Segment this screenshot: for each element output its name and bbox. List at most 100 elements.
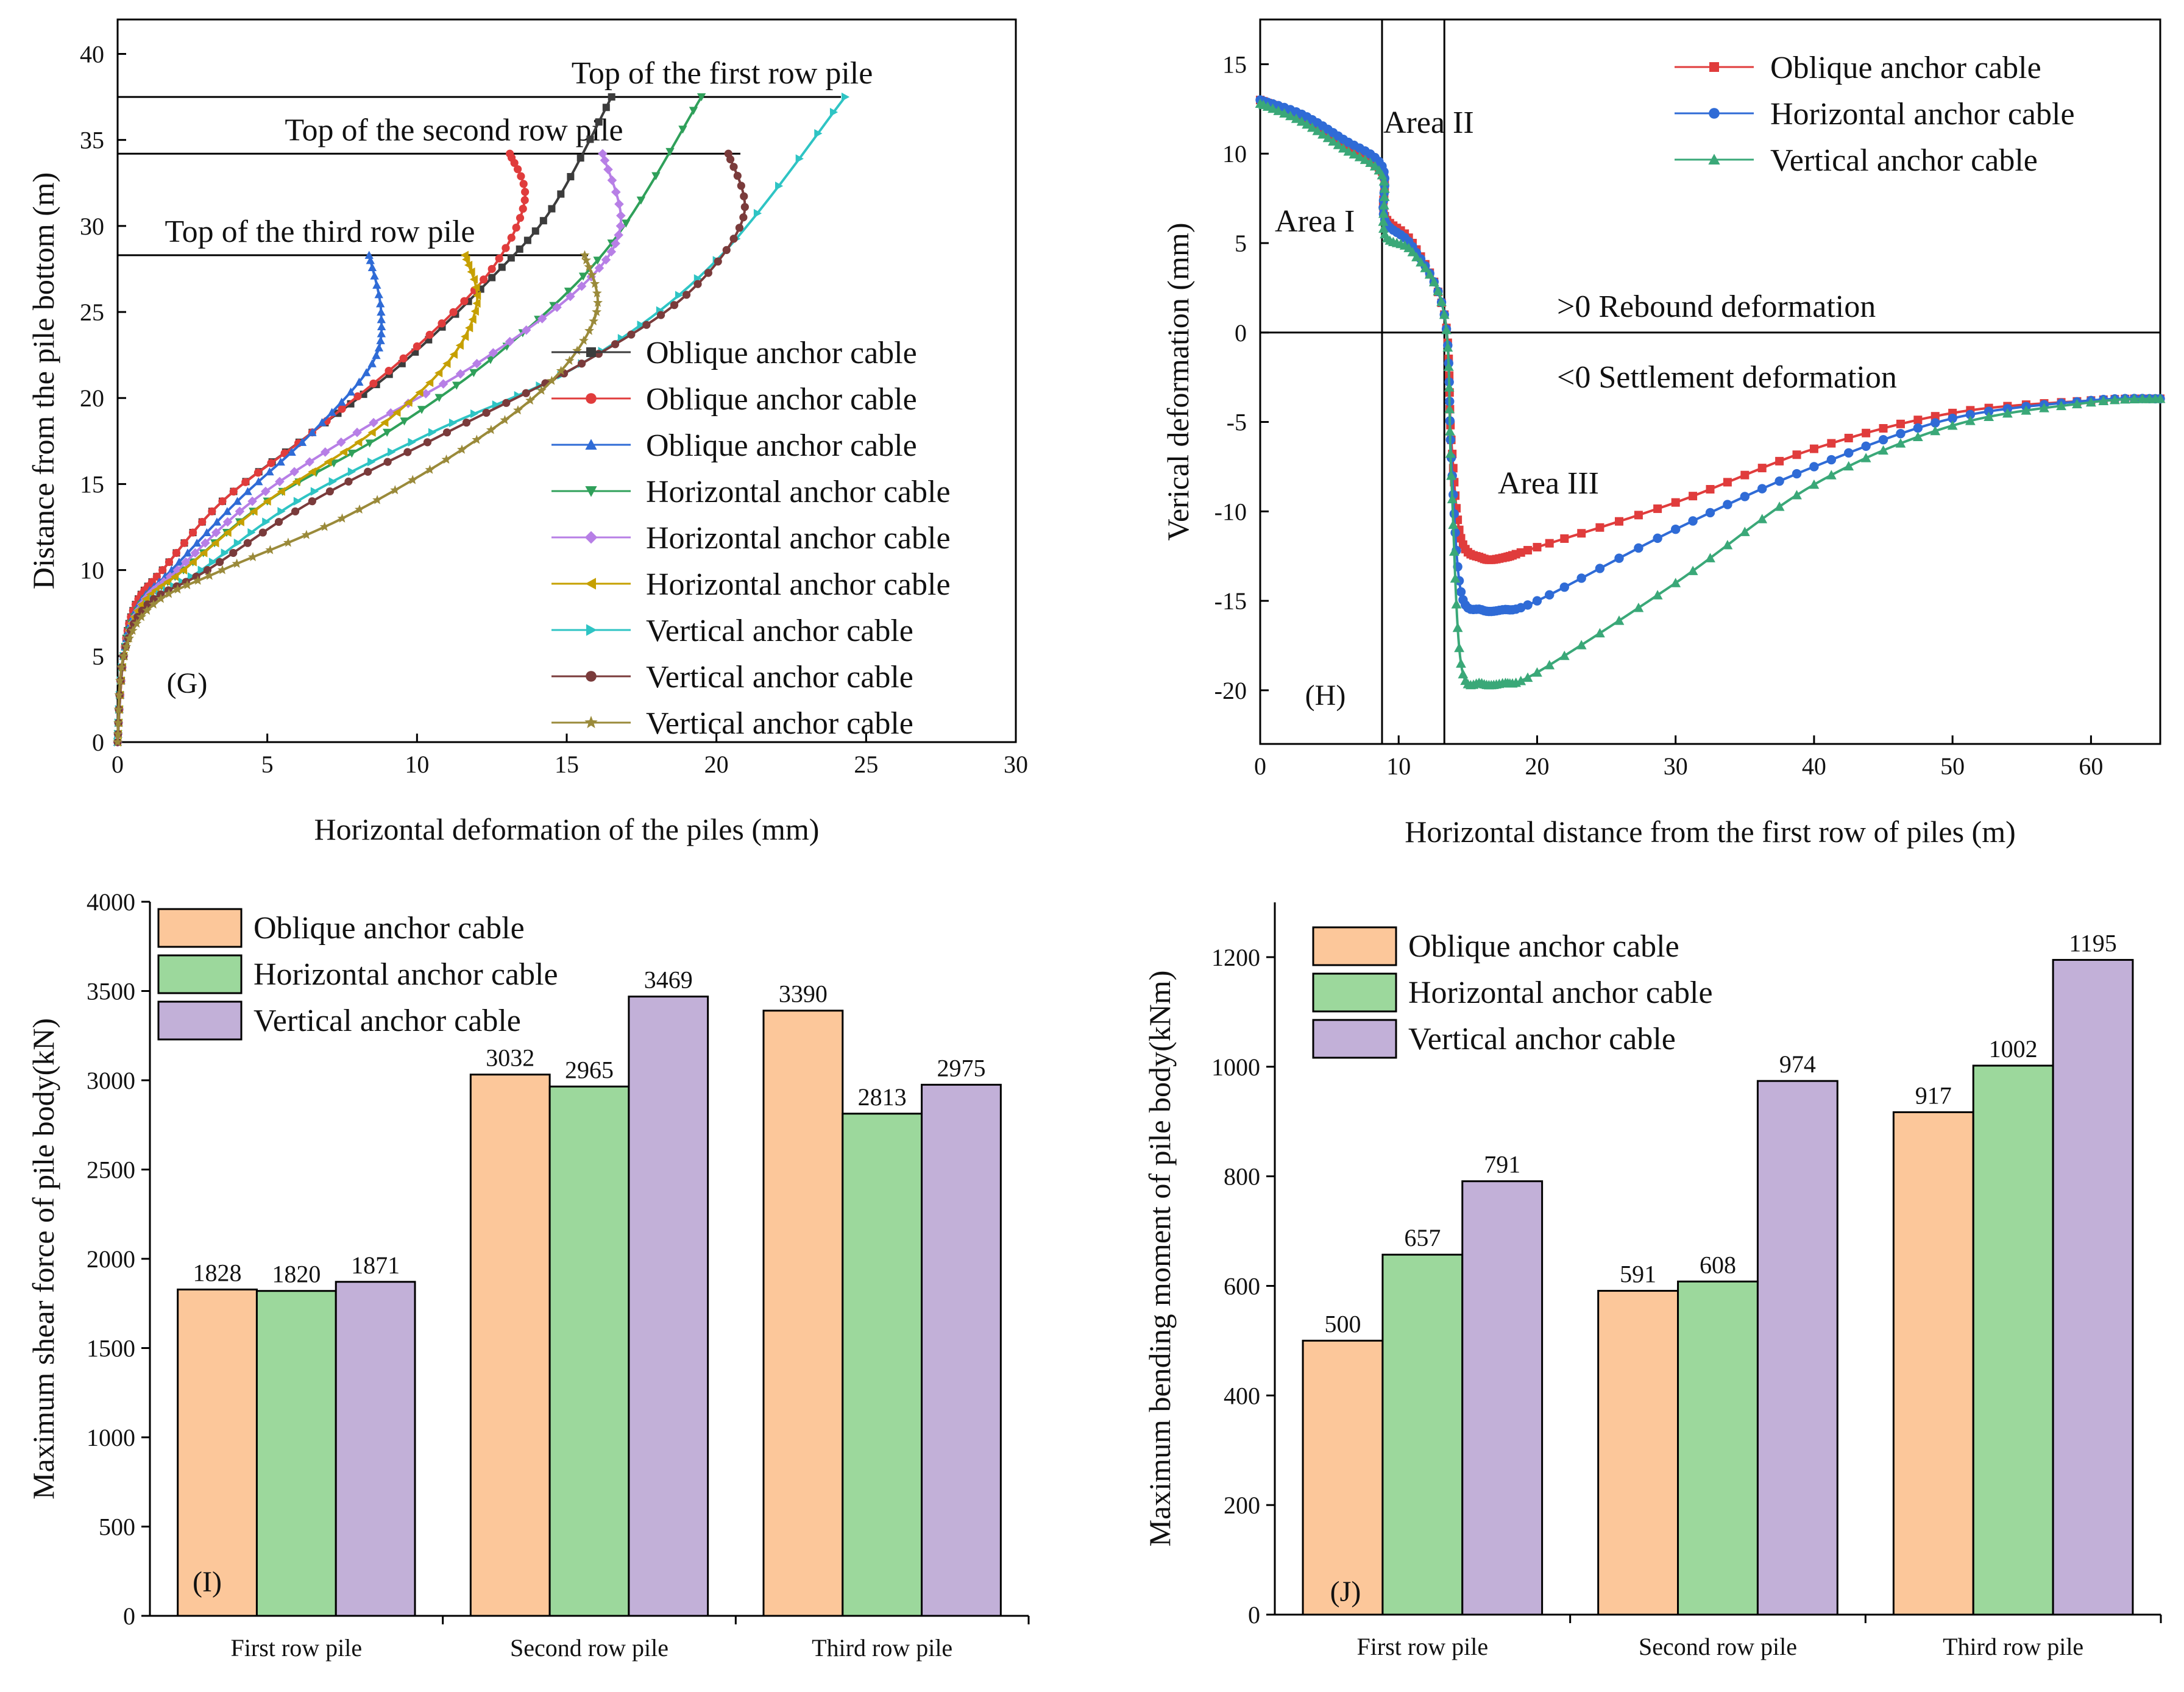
panel-g-series-point <box>428 428 437 437</box>
panel-g-series-point <box>468 315 477 324</box>
panel-i-bar-value: 1820 <box>272 1261 321 1288</box>
panel-h-series-point <box>1420 263 1431 272</box>
panel-g-series-point <box>584 261 594 271</box>
panel-g-series-point <box>204 570 214 580</box>
panel-h-series-point <box>1454 642 1464 653</box>
panel-h-series-point <box>1445 448 1456 458</box>
panel-i-ytick-label: 1500 <box>87 1335 135 1362</box>
panel-h-series-point <box>1965 416 1976 425</box>
panel-g-series-point <box>211 538 219 548</box>
panel-h-series-point <box>1653 504 1662 513</box>
panel-h-series-point <box>1706 484 1715 494</box>
panel-g-series-point <box>319 522 330 531</box>
panel-g-series-point <box>265 467 274 476</box>
panel-h-series-point <box>1291 113 1302 123</box>
panel-g-series-point <box>202 528 211 537</box>
panel-h-series-point <box>1450 528 1460 537</box>
panel-g-series-point <box>179 565 188 575</box>
panel-g-series-point <box>465 323 473 333</box>
panel-g-series-point <box>372 495 383 504</box>
panel-h-series-point <box>1273 105 1284 115</box>
panel-h-series-point <box>1343 146 1354 156</box>
panel-g-series-point <box>611 340 620 349</box>
panel-g-series-point <box>448 418 458 428</box>
panel-g-series-point <box>308 428 317 436</box>
panel-g-series-point <box>241 478 250 486</box>
panel-g-legend-label: Vertical anchor cable <box>646 706 913 741</box>
panel-j-bar <box>1756 1080 1838 1616</box>
panel-h-series-point <box>1687 565 1698 575</box>
panel-g-series-point <box>841 92 850 102</box>
panel-g-series-point <box>355 504 364 514</box>
panel-h-series-point <box>1775 456 1784 465</box>
panel-j-legend-swatch <box>1312 972 1397 1013</box>
panel-g-series-point <box>377 329 386 338</box>
panel-h-series-point <box>1516 676 1526 685</box>
panel-j-bar-value: 591 <box>1620 1261 1656 1288</box>
panel-h-series-point <box>1878 435 1888 445</box>
panel-h-series-point <box>1533 543 1542 552</box>
panel-h-series-point <box>2085 397 2096 407</box>
panel-h-series-point <box>1860 453 1871 462</box>
panel-g-series-point <box>221 548 229 558</box>
panel-h-series-point <box>1844 433 1853 442</box>
panel-g-series-point <box>814 129 823 138</box>
panel-g-legend-marker <box>586 624 597 636</box>
panel-g-ytick-label: 30 <box>80 213 104 240</box>
panel-h-series-point <box>1652 590 1663 600</box>
panel-h-series-point <box>1522 672 1533 682</box>
panel-g-series-point <box>374 290 383 299</box>
panel-g-series-point <box>566 291 575 302</box>
panel-h-series-point <box>1614 517 1623 526</box>
panel-h-series-point <box>1895 438 1906 448</box>
panel-g-series-point <box>218 497 227 506</box>
panel-h-series-point <box>1723 500 1732 509</box>
panel-g-series-point <box>118 651 129 660</box>
panel-g-series-point <box>293 497 302 506</box>
panel-h-series-point <box>2002 408 2013 418</box>
panel-g-series-point <box>337 397 346 406</box>
panel-g-series-point <box>516 214 525 222</box>
panel-g-series-point <box>536 385 547 395</box>
panel-h-series-point <box>1965 409 1976 420</box>
panel-g-series-point <box>829 107 838 117</box>
panel-h-series-point <box>1595 564 1605 573</box>
panel-h-series-point <box>1670 578 1681 587</box>
panel-h-series-point <box>1559 650 1570 660</box>
panel-i-ytick-label: 2000 <box>87 1245 135 1273</box>
panel-g-series-point <box>247 496 257 506</box>
panel-g-series-point <box>367 359 377 367</box>
panel-h-series-point <box>1523 600 1533 610</box>
panel-h-series-point <box>1633 603 1644 612</box>
panel-h-frame <box>1259 18 2161 745</box>
panel-g-legend-label: Oblique anchor cable <box>646 428 917 463</box>
panel-g-series-point <box>361 368 371 377</box>
panel-g-series-point <box>385 367 393 375</box>
panel-g-series-point <box>502 244 510 252</box>
panel-j-bar <box>1972 1064 2054 1616</box>
panel-h-xtick-label: 30 <box>1664 752 1688 780</box>
panel-g-series-point <box>637 320 645 330</box>
panel-h-series-point <box>1416 257 1426 267</box>
panel-g-series-point <box>552 302 562 313</box>
panel-g-series-point <box>375 299 385 308</box>
panel-g-series-point <box>455 369 466 379</box>
panel-g-series-point <box>581 255 592 264</box>
panel-j-legend-label: Oblique anchor cable <box>1408 929 1679 964</box>
panel-g-series-point <box>579 335 589 345</box>
panel-h-series-point <box>1378 200 1389 210</box>
panel-i-bar-value: 1828 <box>193 1259 242 1286</box>
panel-g-series-point <box>383 458 392 466</box>
panel-g-series-point <box>486 356 495 364</box>
panel-i-bar-value: 3390 <box>779 980 828 1008</box>
panel-g-series-point <box>472 299 481 308</box>
panel-g-series-point <box>580 250 590 260</box>
panel-g-series <box>113 250 603 746</box>
panel-h-series-point <box>1576 640 1587 650</box>
panel-g-ylabel: Distance from the pile bottom (m) <box>26 172 60 590</box>
panel-g-series-point <box>372 351 381 359</box>
panel-g-series-point <box>564 355 575 365</box>
panel-g-series-point <box>193 575 203 585</box>
panel-h-series-point <box>1444 382 1455 392</box>
panel-h-annotation-settlement: <0 Settlement deformation <box>1557 360 1897 395</box>
